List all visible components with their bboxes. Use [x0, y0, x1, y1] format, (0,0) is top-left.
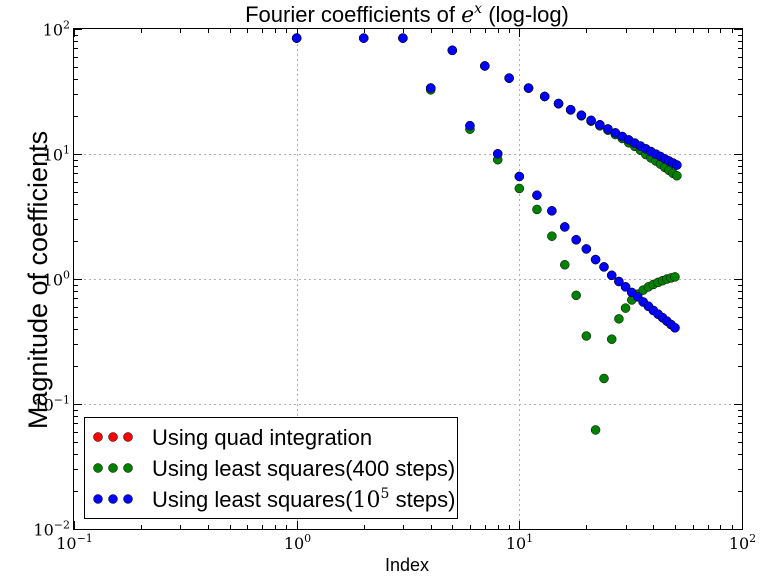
data-point — [547, 206, 557, 216]
series-2 — [291, 33, 682, 435]
data-point — [447, 45, 458, 56]
data-point — [670, 323, 680, 333]
legend: Using quad integration Using least square… — [84, 417, 458, 519]
data-point — [480, 61, 490, 71]
data-point — [532, 204, 542, 215]
data-point — [620, 282, 631, 292]
data-point — [599, 373, 609, 384]
x-axis-label: Index — [385, 555, 429, 575]
x-tick-label: 101 — [506, 532, 533, 553]
data-point — [547, 231, 557, 241]
y-tick-label: 10−2 — [33, 519, 70, 540]
data-point — [586, 115, 596, 126]
data-point — [590, 254, 601, 265]
legend-marker — [93, 463, 103, 473]
data-point — [514, 171, 525, 182]
data-point — [493, 149, 503, 159]
legend-marker — [123, 494, 133, 504]
chart-title-sup: x — [474, 1, 482, 17]
y-axis-label: Magnitude of coefficients — [23, 131, 53, 429]
y-tick-label: 101 — [43, 144, 70, 165]
data-point — [539, 91, 550, 102]
data-point — [565, 104, 576, 115]
chart-title-prefix: Fourier coefficients of — [245, 2, 461, 27]
y-tick-label: 100 — [43, 269, 70, 290]
data-point — [599, 262, 609, 272]
series-3 — [291, 33, 682, 333]
chart-title-base: e — [461, 3, 474, 28]
data-point — [291, 33, 302, 43]
data-point — [523, 83, 534, 93]
data-point — [532, 190, 542, 200]
data-point — [614, 276, 624, 287]
data-point — [560, 222, 570, 232]
data-point — [581, 331, 592, 341]
data-point — [590, 425, 601, 435]
data-point — [620, 303, 631, 313]
data-point — [614, 314, 624, 324]
data-point — [514, 183, 525, 194]
x-tick-label: 100 — [284, 532, 311, 553]
data-point — [358, 33, 369, 43]
legend-label: Using least squares(105 steps) — [152, 486, 456, 513]
legend-marker — [93, 432, 103, 442]
chart-title-suffix: (log-log) — [482, 2, 569, 27]
data-point — [571, 235, 581, 245]
chart-title: Fourier coefficients of ex (log-log) — [245, 1, 569, 28]
legend-marker — [108, 463, 118, 473]
x-tick-label: 102 — [729, 532, 756, 553]
data-point — [672, 170, 682, 181]
x-tick-label: 10−1 — [56, 532, 93, 553]
data-point — [606, 334, 617, 344]
legend-marker — [123, 463, 133, 473]
legend-label: Using least squares(400 steps) — [152, 456, 455, 481]
data-point — [603, 124, 613, 134]
data-point — [398, 33, 408, 43]
data-points — [291, 33, 682, 435]
data-point — [571, 290, 581, 301]
data-point — [425, 83, 436, 93]
data-point — [672, 160, 682, 170]
data-point — [553, 98, 564, 109]
legend-marker — [108, 432, 118, 442]
y-tick-label: 10−1 — [33, 394, 70, 415]
data-point — [606, 270, 617, 281]
plot-frame — [73, 28, 743, 530]
data-point — [595, 120, 605, 130]
data-point — [560, 260, 570, 270]
data-point — [576, 110, 587, 120]
data-point — [504, 73, 514, 83]
legend-marker — [123, 432, 133, 442]
y-tick-label: 102 — [43, 19, 70, 40]
legend-marker — [108, 494, 118, 504]
data-point — [581, 244, 592, 254]
legend-box — [84, 417, 458, 519]
data-point — [465, 120, 475, 131]
legend-label: Using quad integration — [152, 425, 372, 450]
legend-marker — [93, 494, 103, 504]
data-point — [670, 272, 680, 282]
